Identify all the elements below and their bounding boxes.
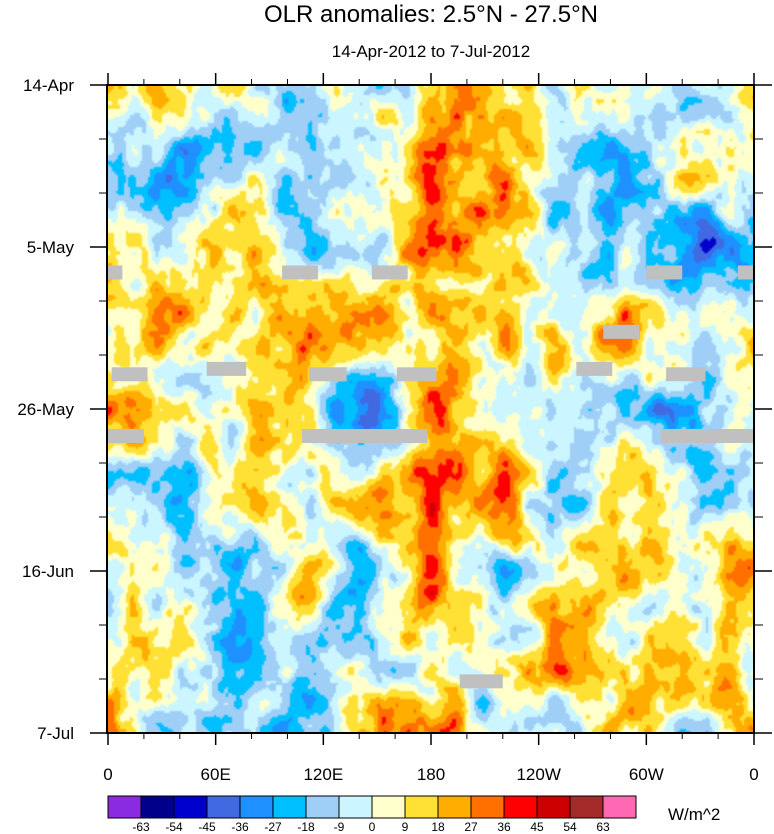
colorbar-swatch — [140, 795, 175, 819]
colorbar-label: 0 — [369, 820, 376, 834]
missing-data-bar — [459, 674, 503, 689]
colorbar-swatch — [272, 795, 307, 819]
missing-data-bar — [282, 265, 318, 280]
colorbar-label: -45 — [198, 820, 216, 834]
missing-data-layer — [108, 265, 754, 689]
missing-data-bar — [603, 324, 640, 339]
y-tick-label: 7-Jul — [37, 724, 74, 743]
x-tick-label: 60E — [201, 765, 231, 784]
colorbar-swatch — [239, 795, 274, 819]
missing-data-bar — [301, 429, 428, 443]
colorbar-swatch — [371, 795, 406, 819]
missing-data-bar — [576, 361, 613, 376]
colorbar-swatch — [206, 795, 241, 819]
colorbar-swatch — [173, 795, 208, 819]
y-tick-label: 5-May — [27, 238, 75, 257]
x-tick-label: 120W — [516, 765, 560, 784]
colorbar-label: 36 — [497, 820, 511, 834]
missing-data-bar — [660, 429, 754, 443]
missing-data-bar — [371, 265, 408, 280]
colorbar-label: -27 — [264, 820, 282, 834]
colorbar-label: -36 — [231, 820, 249, 834]
colorbar-label: 45 — [530, 820, 544, 834]
x-tick-label: 120E — [303, 765, 343, 784]
y-tick-label: 16-Jun — [22, 562, 74, 581]
missing-data-bar — [111, 367, 148, 382]
chart-subtitle: 14-Apr-2012 to 7-Jul-2012 — [332, 42, 530, 61]
colorbar-swatch — [437, 795, 472, 819]
colorbar-swatch — [107, 795, 142, 819]
chart-title: OLR anomalies: 2.5°N - 27.5°N — [264, 1, 598, 28]
colorbar-label: 63 — [596, 820, 610, 834]
missing-data-bar — [666, 367, 706, 382]
colorbar-label: -18 — [297, 820, 315, 834]
missing-data-bar — [308, 367, 347, 382]
colorbar-swatch — [470, 795, 505, 819]
x-tick-label: 0 — [749, 765, 758, 784]
colorbar-label: -9 — [334, 820, 345, 834]
colorbar-label: 9 — [402, 820, 409, 834]
plot-area — [106, 84, 755, 734]
colorbar: -63 -54 -45 -36 -27 -18 -9 0 9 18 27 36 45 54 63 — [107, 795, 637, 834]
colorbar-label: -63 — [132, 820, 150, 834]
missing-data-bar — [396, 367, 437, 382]
x-tick-label: 180 — [417, 765, 445, 784]
colorbar-swatch — [569, 795, 604, 819]
colorbar-swatch — [503, 795, 538, 819]
colorbar-swatch — [305, 795, 340, 819]
missing-data-bar — [108, 265, 123, 280]
x-axis: 0 60E 120E 180 120W 60W 0 — [103, 73, 759, 784]
colorbar-swatch — [536, 795, 571, 819]
olr-anomaly-field — [108, 85, 754, 733]
x-tick-label: 0 — [103, 765, 112, 784]
colorbar-swatch — [338, 795, 373, 819]
missing-data-bar — [646, 265, 683, 280]
colorbar-swatch — [602, 795, 637, 819]
colorbar-units: W/m^2 — [668, 805, 720, 824]
y-axis: 14-Apr 5-May 26-May 16-Jun 7-Jul — [17, 76, 772, 743]
colorbar-swatch — [404, 795, 439, 819]
colorbar-label: 18 — [431, 820, 445, 834]
missing-data-bar — [108, 429, 144, 443]
y-tick-label: 14-Apr — [23, 76, 74, 95]
colorbar-label: 27 — [464, 820, 478, 834]
colorbar-label: 54 — [563, 820, 577, 834]
y-tick-label: 26-May — [17, 400, 74, 419]
missing-data-bar — [737, 265, 754, 280]
x-tick-label: 60W — [629, 765, 664, 784]
colorbar-label: -54 — [165, 820, 183, 834]
missing-data-bar — [206, 361, 247, 376]
